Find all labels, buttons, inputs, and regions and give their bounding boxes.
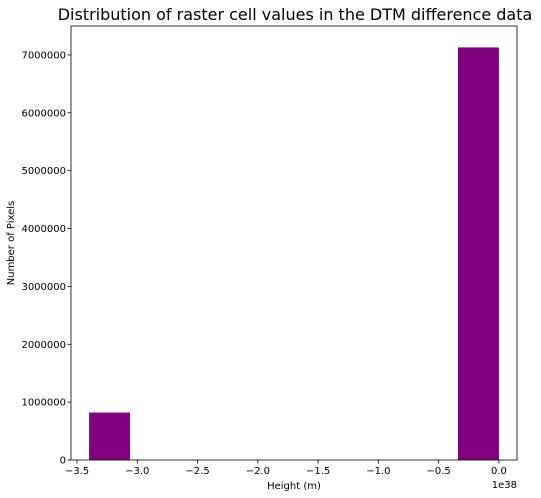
x-tick-label-1: −3.0 [125,466,149,477]
chart-title: Distribution of raster cell values in th… [58,5,533,24]
y-tick-label-4: 4000000 [21,224,66,235]
histogram-bar-1 [457,47,499,460]
x-tick-label-5: −1.0 [366,466,390,477]
y-tick-label-3: 3000000 [21,282,66,293]
y-tick-label-7: 7000000 [21,50,66,61]
x-tick-label-4: −1.5 [306,466,330,477]
x-tick-label-0: −3.5 [65,466,89,477]
x-tick-label-6: −0.5 [427,466,451,477]
histogram-bar-0 [89,412,131,460]
x-axis-offset-label: 1e38 [492,480,517,491]
y-tick-label-1: 1000000 [21,398,66,409]
plot-frame [70,25,518,461]
x-tick-label-2: −2.5 [185,466,209,477]
x-tick-label-7: 0.0 [491,466,507,477]
y-axis: 0 1000000 2000000 3000000 4000000 5000000 6000… [21,50,71,467]
y-tick-label-5: 5000000 [21,166,66,177]
x-axis-label: Height (m) [267,481,321,492]
y-tick-label-0: 0 [60,456,66,467]
x-axis: −3.5 −3.0 −2.5 −2.0 −1.5 −1.0 −0.5 0.0 [65,460,507,477]
y-axis-label: Number of Pixels [6,201,17,286]
x-tick-label-3: −2.0 [246,466,270,477]
y-tick-label-2: 2000000 [21,340,66,351]
bars-layer [89,47,499,460]
y-tick-label-6: 6000000 [21,108,66,119]
